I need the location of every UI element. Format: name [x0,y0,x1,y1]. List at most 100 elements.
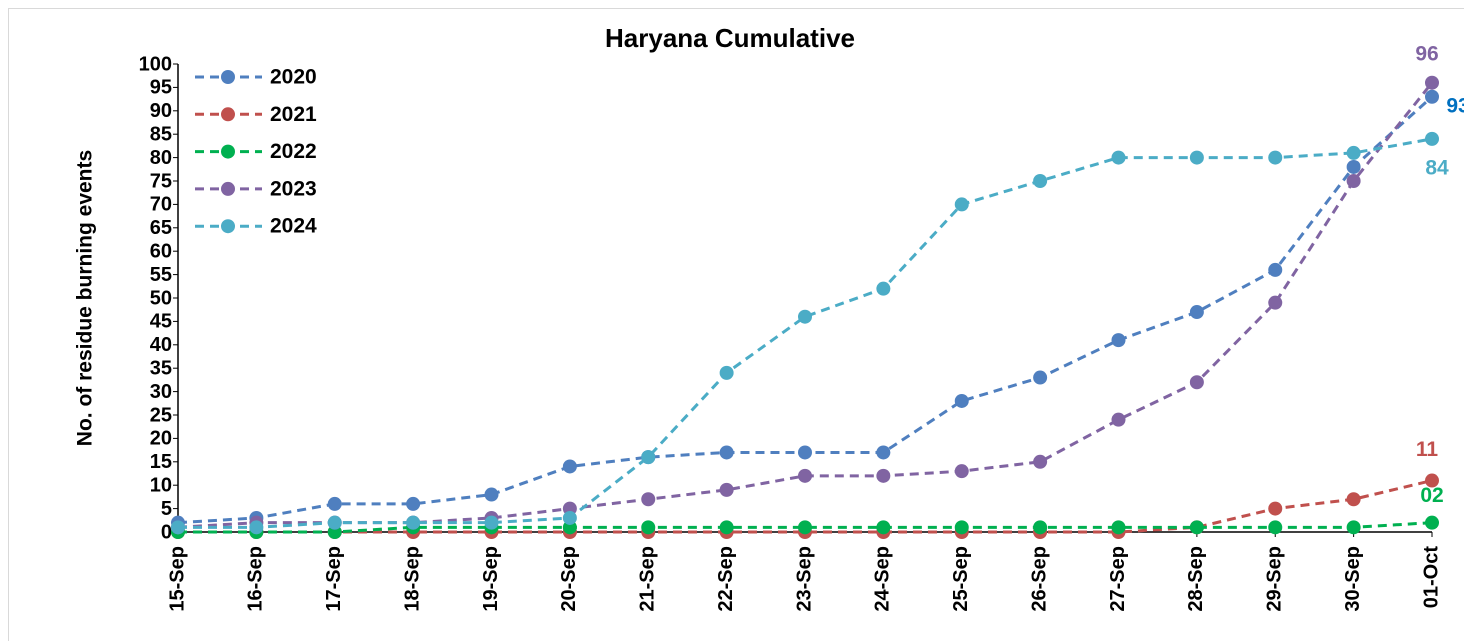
legend-label: 2022 [270,140,317,163]
data-point [406,515,421,530]
data-point [1111,412,1126,427]
y-tick-label: 65 [150,217,172,239]
data-point [1268,520,1283,535]
data-point [641,520,656,535]
data-point [876,281,891,296]
data-point [1189,520,1204,535]
data-point [1268,295,1283,310]
legend-label: 2021 [270,103,317,126]
y-tick-label: 30 [150,381,172,403]
data-point [484,487,499,502]
y-tick-label: 80 [150,147,172,169]
data-point [1268,150,1283,165]
data-point [1425,515,1439,530]
y-tick-label: 5 [161,498,172,520]
y-tick-label: 100 [139,53,172,75]
data-point [562,510,577,525]
y-tick-label: 20 [150,428,172,450]
legend-marker [221,70,235,84]
y-tick-label: 60 [150,240,172,262]
data-point [1111,333,1126,348]
legend-marker [221,144,235,159]
x-tick-label: 24-Sep [872,546,894,612]
data-point [1111,150,1126,165]
y-tick-label: 45 [150,311,172,333]
data-point [1033,520,1048,535]
data-point [798,520,812,535]
data-point [954,520,969,535]
x-tick-label: 25-Sep [950,546,972,612]
data-point [327,496,342,511]
data-point [1033,370,1048,385]
data-point [954,464,969,479]
y-tick-label: 75 [150,170,172,192]
data-point [954,197,969,212]
data-point [798,468,812,483]
data-point [484,515,499,530]
y-tick-label: 90 [150,100,172,122]
data-point [1189,305,1204,320]
data-point [1425,131,1439,146]
data-point [1189,375,1204,390]
x-tick-label: 29-Sep [1264,546,1286,612]
data-label: 11 [1416,438,1439,461]
data-point [1268,262,1283,277]
data-point [1425,89,1439,104]
y-tick-label: 95 [150,77,172,99]
data-point [1346,520,1361,535]
data-point [1346,159,1361,174]
data-point [1111,520,1126,535]
data-point [562,459,577,474]
data-label: 93 [1446,94,1464,117]
data-point [1425,75,1439,90]
data-point [798,445,812,460]
data-point [719,365,734,380]
y-tick-label: 15 [150,451,172,473]
data-point [249,520,264,535]
x-tick-label: 27-Sep [1107,546,1129,612]
x-tick-label: 15-Sep [166,546,188,612]
x-tick-label: 19-Sep [480,546,502,612]
data-point [876,445,891,460]
data-point [954,393,969,408]
x-tick-label: 23-Sep [793,546,815,612]
x-tick-label: 21-Sep [637,546,659,612]
data-label: 84 [1425,156,1449,179]
x-tick-label: 01-Oct [1420,546,1442,609]
data-point [876,520,891,535]
y-tick-label: 35 [150,357,172,379]
x-tick-label: 16-Sep [245,546,267,612]
x-tick-label: 26-Sep [1028,546,1050,612]
legend-label: 2020 [270,66,317,89]
data-point [798,309,812,324]
data-point [719,445,734,460]
chart-title: Haryana Cumulative [605,23,855,53]
legend-marker [221,181,235,196]
x-tick-label: 17-Sep [323,546,345,612]
y-tick-label: 50 [150,287,172,309]
legend-label: 2024 [270,215,317,238]
x-tick-label: 30-Sep [1342,546,1364,612]
y-tick-label: 0 [161,521,172,543]
data-point [1346,145,1361,160]
y-tick-label: 70 [150,194,172,216]
x-tick-label: 28-Sep [1185,546,1207,612]
data-label: 02 [1420,484,1443,507]
data-point [1033,454,1048,469]
legend-marker [221,107,235,122]
data-label: 96 [1415,42,1438,65]
y-tick-label: 40 [150,334,172,356]
data-point [1189,150,1204,165]
legend-label: 2023 [270,177,317,200]
data-point [327,515,342,530]
y-axis-label: No. of residue burning events [74,150,97,446]
data-point [641,450,656,465]
data-point [876,468,891,483]
data-point [406,496,421,511]
data-point [1346,492,1361,507]
data-point [1268,501,1283,516]
legend-marker [221,219,235,234]
x-tick-label: 18-Sep [401,546,423,612]
data-point [1346,174,1361,188]
